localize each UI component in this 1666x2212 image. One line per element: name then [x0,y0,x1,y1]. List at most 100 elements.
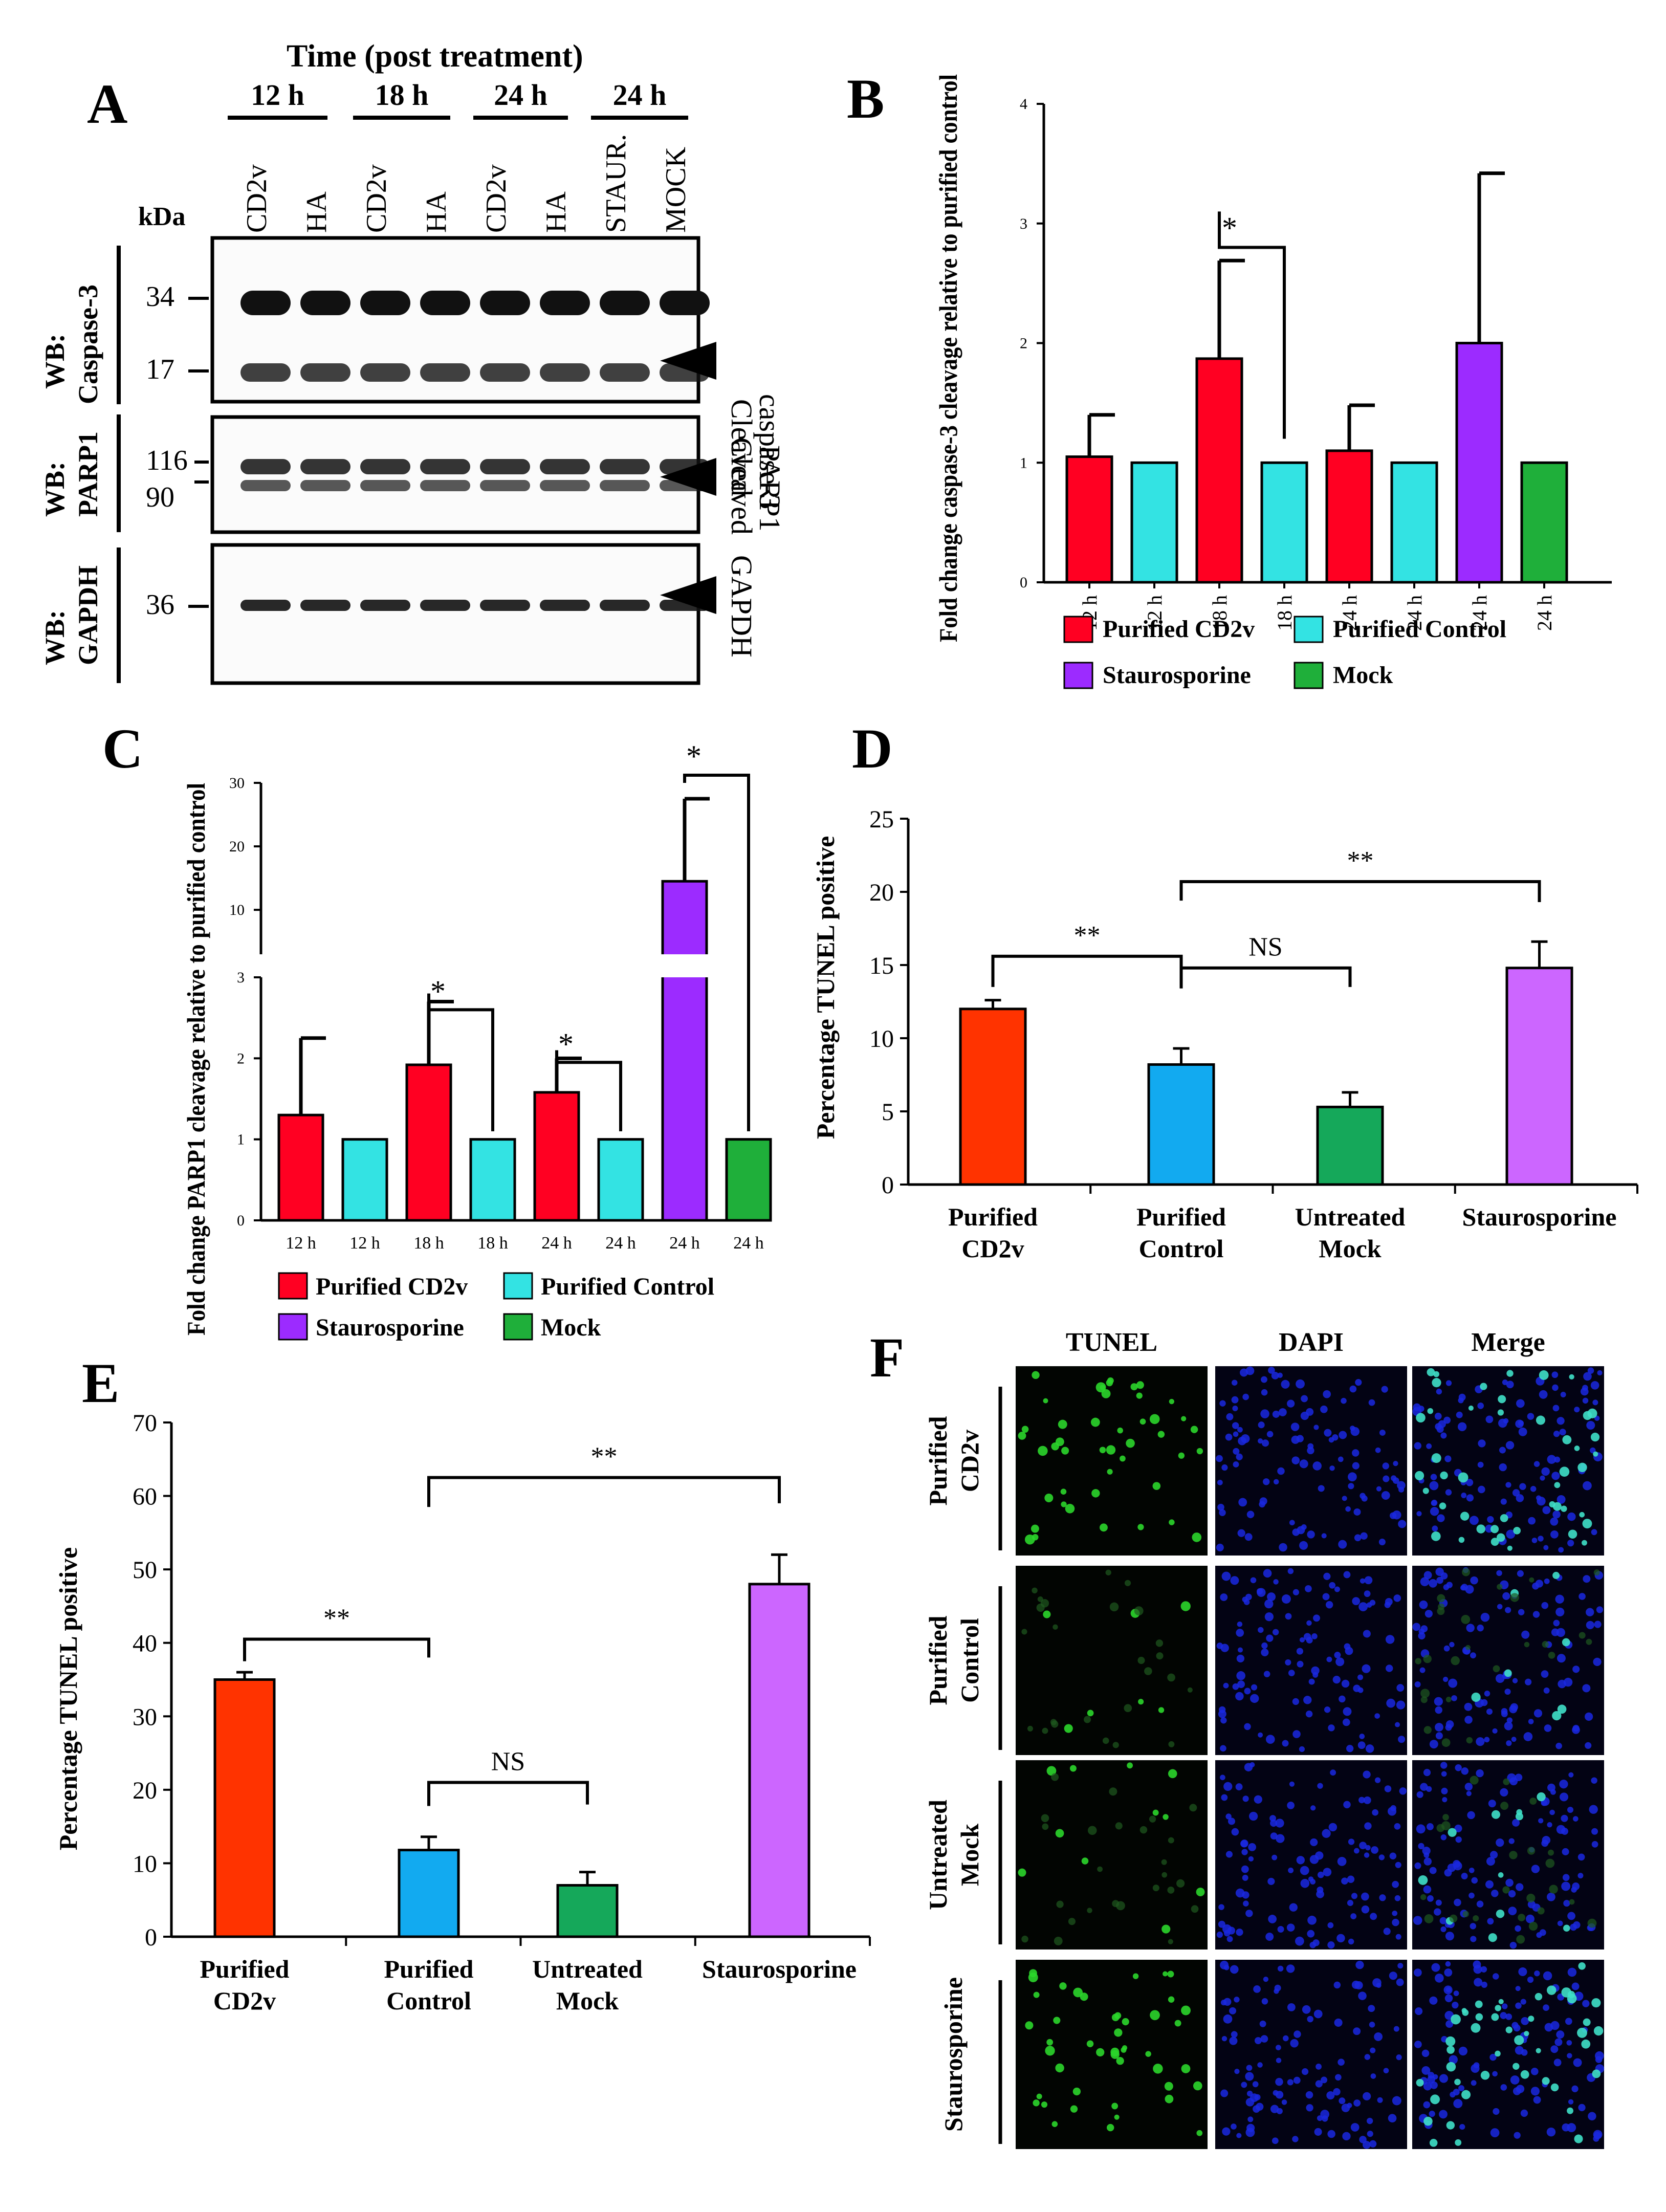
micro-nucleus-1-1-65 [1264,1612,1274,1622]
micro-tunel-faint-1-2-19 [1461,1614,1471,1624]
micro-nucleus-2-1-67 [1384,1785,1392,1792]
micro-nucleus-1-2-29 [1486,1709,1493,1715]
micro-tunel-3-2-16 [1471,2023,1481,2033]
micro-nucleus-3-1-38 [1287,2079,1294,2086]
micro-nucleus-3-2-17 [1444,1968,1453,1977]
chart-e-bar-3 [748,1583,810,1938]
micro-nucleus-0-1-21 [1341,1397,1347,1404]
micro-nucleus-3-1-53 [1241,2082,1247,2088]
micro-nucleus-0-2-95 [1580,1387,1589,1396]
micro-nucleus-1-1-84 [1285,1613,1292,1620]
micro-nucleus-2-1-106 [1277,1925,1284,1933]
micro-nucleus-0-2-55 [1478,1439,1486,1448]
micro-nucleus-3-1-61 [1315,2080,1323,2088]
micro-nucleus-2-1-100 [1289,1903,1298,1912]
micro-nucleus-0-2-97 [1537,1497,1546,1506]
micro-nucleus-0-2-71 [1539,1390,1548,1399]
chart-b-bar-3 [1260,461,1308,584]
micro-nucleus-2-1-32 [1241,1849,1248,1855]
micro-nucleus-1-2-40 [1501,1708,1508,1715]
micro-nucleus-3-1-78 [1339,2097,1346,2105]
micro-nucleus-2-1-58 [1317,1871,1324,1878]
micro-nucleus-0-2-91 [1418,1406,1424,1412]
micro-nucleus-2-1-80 [1364,1822,1372,1830]
micro-nucleus-1-1-11 [1218,1710,1226,1718]
micro-nucleus-2-2-78 [1563,1899,1570,1907]
micro-nucleus-0-1-71 [1332,1434,1339,1441]
micro-tunel-faint-2-0-17 [1087,1826,1097,1835]
micro-nucleus-3-1-19 [1245,2072,1254,2081]
micro-tunel-3-2-19 [1574,2134,1583,2143]
micro-nucleus-1-1-99 [1257,1588,1266,1597]
micro-nucleus-2-1-91 [1395,1934,1401,1940]
blot-lane-2: CD2v [361,164,392,233]
micro-nucleus-3-1-30 [1256,2103,1264,2111]
micro-nucleus-2-2-89 [1547,1783,1555,1792]
micro-nucleus-3-1-86 [1389,1972,1397,1980]
micro-nucleus-2-2-51 [1591,1841,1598,1848]
micro-nucleus-3-2-95 [1515,2002,1522,2009]
micro-nucleus-2-1-62 [1341,1877,1348,1885]
micro-tunel-3-0-3 [1025,2021,1034,2030]
micro-nucleus-0-2-76 [1487,1516,1494,1523]
micro-nucleus-1-1-55 [1344,1643,1351,1650]
micro-nucleus-1-1-77 [1311,1666,1320,1675]
band-parp1-full-lane-5 [540,459,590,474]
panel-c: C Fold change PARP1 cleavage relative to… [102,717,772,1341]
micro-nucleus-3-2-90 [1578,2104,1586,2111]
micro-nucleus-2-2-102 [1442,1797,1448,1803]
chart-e-yticklabel-2: 20 [133,1777,157,1804]
micro-tunel-0-2-36 [1498,1395,1506,1404]
micro-nucleus-1-2-65 [1593,1657,1602,1667]
micro-nucleus-2-2-67 [1435,1899,1442,1906]
micro-nucleus-2-2-25 [1505,1878,1514,1887]
micro-nucleus-1-1-58 [1374,1713,1380,1719]
micro-tunel-2-2-5 [1537,1792,1546,1802]
micro-tunel-faint-1-0-22 [1137,1656,1145,1665]
micro-nucleus-2-2-39 [1422,1846,1431,1855]
micro-nucleus-2-2-107 [1487,1918,1494,1925]
micro-nucleus-0-1-69 [1321,1533,1327,1539]
micro-nucleus-0-2-68 [1518,1420,1524,1426]
micro-nucleus-1-1-23 [1357,1674,1364,1680]
micro-nucleus-0-2-64 [1583,1481,1592,1491]
micro-row-label-1-0: Purified [924,1615,952,1705]
micro-tunel-1-0-4 [1158,1707,1165,1713]
micro-nucleus-3-1-106 [1368,2005,1375,2012]
micro-nucleus-3-1-75 [1396,1978,1404,1986]
band-caspase3-cleaved-lane-3 [420,363,470,382]
micro-nucleus-0-2-32 [1502,1379,1508,1386]
blot-time-title: Time (post treatment) [287,39,583,74]
chart-b-legend-label-3: Mock [1333,662,1393,689]
micro-nucleus-3-2-33 [1493,2108,1500,2115]
chart-e-sig-bracket-0 [243,1637,430,1661]
micro-nucleus-1-2-86 [1523,1732,1533,1741]
micro-tunel-0-2-18 [1422,1487,1429,1494]
micro-tunel-3-2-2 [1416,2078,1424,2087]
micro-nucleus-1-1-81 [1334,1652,1341,1658]
micro-nucleus-3-2-107 [1423,2101,1431,2109]
micro-tunel-faint-2-0-0 [1161,1859,1167,1865]
micro-nucleus-3-2-13 [1492,1973,1499,1980]
micro-nucleus-2-1-28 [1350,1913,1357,1919]
micro-tunel-faint-1-2-14 [1493,1665,1500,1673]
micro-nucleus-1-2-102 [1436,1576,1443,1584]
micro-nucleus-0-2-100 [1477,1403,1484,1409]
micro-nucleus-3-2-96 [1415,2007,1423,2016]
chart-c-legend-label-0: Purified CD2v [316,1273,468,1300]
panel-d-letter: D [852,717,892,780]
mw-34: 34 [146,281,174,313]
micro-nucleus-0-1-81 [1299,1459,1308,1469]
micro-tunel-3-0-24 [1033,1991,1040,1998]
micro-nucleus-3-1-85 [1254,2037,1262,2045]
wb-gapdh-label-1: WB: [39,610,70,665]
chart-e-xticklabel-0-1: CD2v [213,1986,276,2015]
micro-tunel-3-2-15 [1446,2046,1455,2054]
micro-tunel-faint-1-2-12 [1466,1737,1473,1744]
micro-tunel-0-2-29 [1582,1540,1587,1546]
micro-nucleus-1-2-46 [1544,1724,1552,1732]
micro-nucleus-3-2-21 [1573,2058,1582,2067]
micro-nucleus-0-1-27 [1368,1399,1375,1406]
micro-nucleus-3-2-59 [1421,2066,1431,2075]
micro-nucleus-0-1-80 [1290,1422,1300,1431]
